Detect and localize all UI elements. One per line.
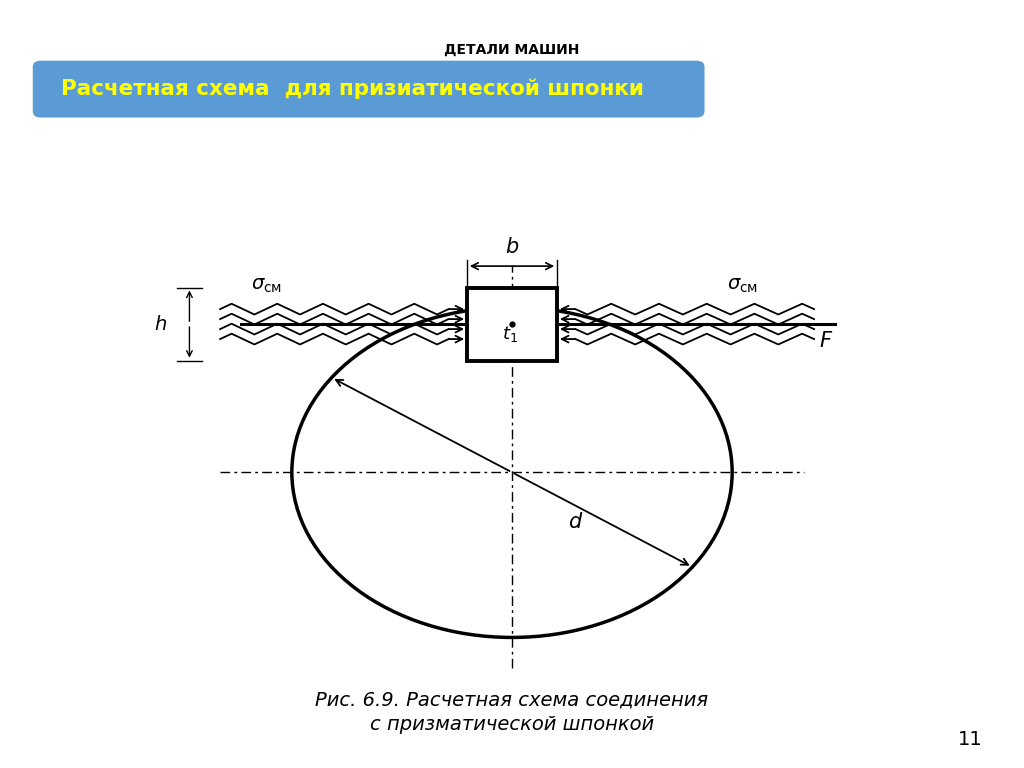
Text: $t_1$: $t_1$ [502, 324, 518, 344]
Text: $h$: $h$ [154, 315, 167, 333]
Text: с призматической шпонкой: с призматической шпонкой [370, 715, 654, 733]
Text: $d$: $d$ [568, 512, 584, 532]
Text: $b$: $b$ [505, 237, 519, 257]
Text: Расчетная схема  для призиатической шпонки: Расчетная схема для призиатической шпонк… [61, 79, 644, 99]
Text: ДЕТАЛИ МАШИН: ДЕТАЛИ МАШИН [444, 43, 580, 57]
Text: $\sigma_{\rm см}$: $\sigma_{\rm см}$ [251, 276, 282, 295]
Text: Рис. 6.9. Расчетная схема соединения: Рис. 6.9. Расчетная схема соединения [315, 691, 709, 710]
Text: $\sigma_{\rm см}$: $\sigma_{\rm см}$ [727, 276, 758, 295]
Bar [467, 288, 557, 361]
FancyBboxPatch shape [33, 61, 705, 118]
Text: $F$: $F$ [819, 331, 834, 351]
Text: 11: 11 [958, 730, 983, 749]
